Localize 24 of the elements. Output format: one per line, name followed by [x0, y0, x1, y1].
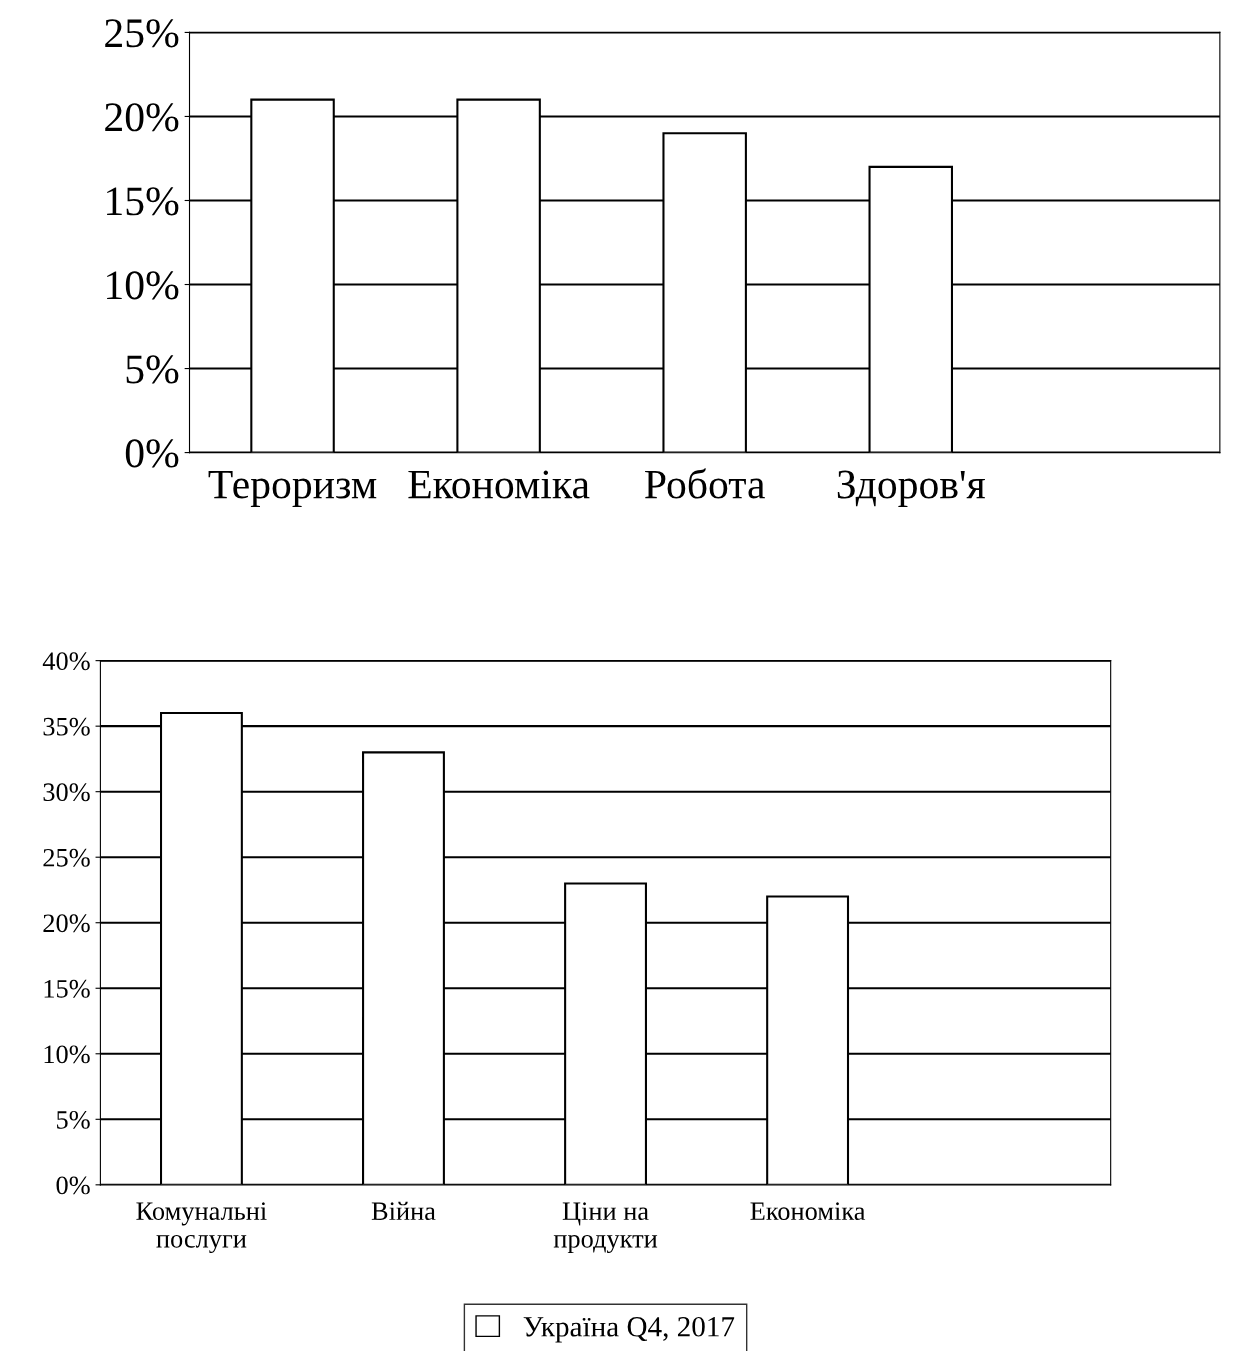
- legend-label: Україна Q4, 2017: [523, 1316, 735, 1343]
- x-tick-label: Робота: [645, 468, 765, 499]
- x-tick-label: Тероризм: [208, 470, 377, 508]
- x-tick-label: Ціни на продукти: [553, 1202, 658, 1254]
- x-tick-label: Економіка: [408, 470, 590, 499]
- x-tick-label: Здоров'я: [837, 470, 985, 508]
- y-tick-label: 10%: [44, 1045, 90, 1064]
- y-tick-label: 35%: [43, 717, 90, 736]
- y-tick-label: 15%: [107, 187, 179, 216]
- y-tick-label: 10%: [107, 271, 179, 300]
- y-tick-label: 5%: [57, 1110, 90, 1129]
- y-tick-label: 25%: [43, 848, 90, 867]
- y-tick-label: 15%: [44, 979, 90, 998]
- y-tick-label: 30%: [43, 783, 90, 802]
- y-tick-label: 40%: [42, 652, 90, 671]
- y-tick-label: 0%: [125, 439, 179, 468]
- y-tick-label: 0%: [56, 1176, 90, 1195]
- x-tick-label: Економіка: [750, 1202, 866, 1221]
- y-tick-label: 20%: [105, 103, 179, 132]
- x-tick-label: Комунальні послуги: [136, 1202, 267, 1254]
- y-tick-label: 5%: [126, 355, 179, 384]
- x-tick-label: Війна: [371, 1201, 436, 1221]
- y-tick-label: 20%: [43, 914, 90, 933]
- y-tick-label: 25%: [105, 19, 179, 48]
